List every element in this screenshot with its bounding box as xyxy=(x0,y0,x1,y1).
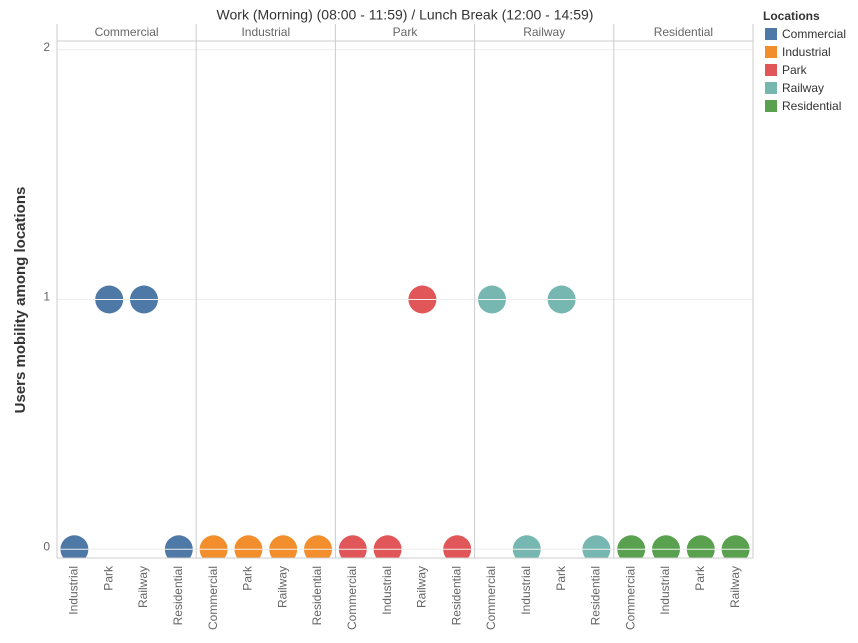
legend-label: Residential xyxy=(782,99,841,113)
legend-label: Railway xyxy=(782,81,824,95)
x-tick-label: Industrial xyxy=(658,566,672,615)
dot xyxy=(338,535,367,558)
y-axis-title: Users mobility among locations xyxy=(12,187,29,414)
x-tick-label: Park xyxy=(554,565,568,591)
x-tick-label: Residential xyxy=(589,566,603,625)
x-tick-label: Commercial xyxy=(206,566,220,630)
facet-header: Park xyxy=(393,25,419,39)
x-tick-label: Park xyxy=(241,565,255,591)
dot xyxy=(652,535,680,558)
x-tick-label: Railway xyxy=(136,566,150,608)
legend-swatch xyxy=(765,28,777,40)
dot xyxy=(373,535,402,558)
x-tick-label: Industrial xyxy=(380,566,394,615)
dot xyxy=(304,535,332,558)
x-tick-label: Residential xyxy=(449,566,463,625)
x-tick-label: Industrial xyxy=(519,566,533,615)
legend-label: Industrial xyxy=(782,45,831,59)
x-tick-label: Railway xyxy=(275,566,289,608)
x-tick-label: Industrial xyxy=(67,566,81,615)
dot xyxy=(617,535,646,558)
dot xyxy=(199,535,228,558)
dot xyxy=(269,535,298,558)
legend-swatch xyxy=(765,46,777,58)
dot xyxy=(686,535,715,558)
legend-title: Locations xyxy=(763,9,820,23)
x-tick-label: Railway xyxy=(728,566,742,608)
plot-area xyxy=(60,285,750,558)
x-tick-label: Residential xyxy=(171,566,185,625)
x-tick-label: Park xyxy=(101,565,115,591)
y-tick-label: 0 xyxy=(43,539,50,553)
y-tick-label: 1 xyxy=(43,290,50,304)
x-tick-label: Railway xyxy=(415,566,429,608)
facet-header: Residential xyxy=(654,25,713,39)
x-tick-label: Commercial xyxy=(484,566,498,630)
x-tick-label: Commercial xyxy=(623,566,637,630)
legend-swatch xyxy=(765,82,777,94)
legend-swatch xyxy=(765,100,777,112)
x-tick-label: Park xyxy=(693,565,707,591)
y-tick-label: 2 xyxy=(43,40,50,54)
dot xyxy=(443,535,472,558)
legend-label: Commercial xyxy=(782,27,846,41)
dot xyxy=(721,535,750,558)
dot xyxy=(60,535,89,558)
x-tick-label: Residential xyxy=(310,566,324,625)
x-tick-label: Commercial xyxy=(345,566,359,630)
dot xyxy=(164,535,193,558)
dot xyxy=(582,535,611,558)
legend-swatch xyxy=(765,64,777,76)
legend-label: Park xyxy=(782,63,808,77)
facet-header: Commercial xyxy=(95,25,159,39)
dot xyxy=(234,535,263,558)
dot xyxy=(512,535,541,558)
chart-title: Work (Morning) (08:00 - 11:59) / Lunch B… xyxy=(217,7,594,23)
facet-header: Railway xyxy=(523,25,565,39)
facet-header: Industrial xyxy=(241,25,290,39)
